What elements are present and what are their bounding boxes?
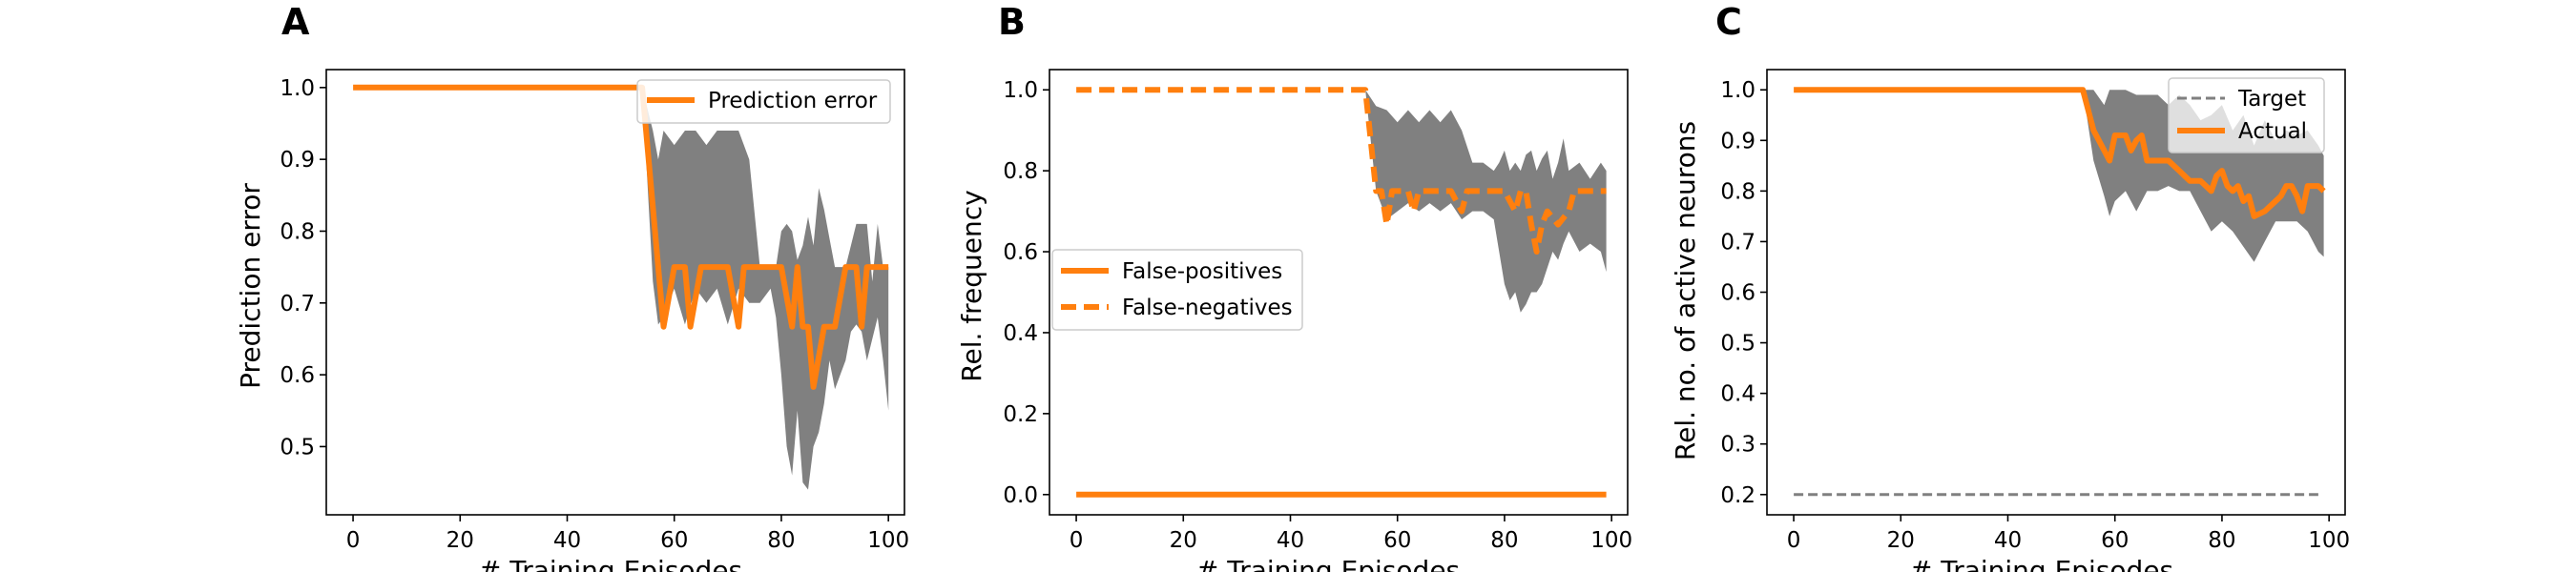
panel-b-x-tick-label: 100 — [1590, 528, 1632, 553]
panel-a-y-tick-label: 0.7 — [280, 292, 315, 317]
panel-b-y-tick-label: 0.8 — [1003, 159, 1038, 184]
panel-c-x-tick-label: 20 — [1887, 528, 1915, 553]
panel-c-legend: Target Actual — [2168, 77, 2325, 153]
panel-b-variability-band — [1076, 90, 1607, 313]
panel-b-y-tick-label: 0.6 — [1003, 240, 1038, 265]
panel-a-x-tick-label: 80 — [767, 528, 795, 553]
panel-b-legend-frame — [1051, 249, 1303, 331]
panel-b-x-axis-label: # Training Episodes — [1196, 555, 1460, 572]
panel-c-x-tick-label: 40 — [1994, 528, 2022, 553]
panel-a-y-tick-label: 0.9 — [280, 148, 315, 173]
panel-b-legend-label-false-negatives: False-negatives — [1122, 296, 1293, 320]
panel-a-x-tick-label: 0 — [346, 528, 361, 553]
panel-a-y-tick-label: 1.0 — [280, 76, 315, 101]
panel-a-legend-frame — [636, 79, 891, 124]
panel-a-y-tick-label: 0.8 — [280, 219, 315, 244]
panel-a-variability-band — [353, 87, 889, 490]
panel-b-y-tick-label: 0.2 — [1003, 402, 1038, 427]
panel-b-x-tick-label: 20 — [1170, 528, 1197, 553]
panel-c-legend-label-actual: Actual — [2238, 119, 2307, 144]
panel-c-y-tick-label: 0.9 — [1720, 129, 1755, 153]
panel-a-x-tick-label: 100 — [867, 528, 909, 553]
panel-c-y-axis-label: Rel. no. of active neurons — [1670, 121, 1701, 460]
panel-c-y-tick-label: 0.7 — [1720, 230, 1755, 255]
panel-c-x-tick-label: 0 — [1787, 528, 1801, 553]
panel-a-x-tick-label: 40 — [553, 528, 581, 553]
panel-c-y-tick-label: 0.4 — [1720, 382, 1755, 407]
panel-c-y-tick-label: 1.0 — [1720, 78, 1755, 103]
panel-label-a: A — [281, 1, 310, 43]
panel-b-y-tick-label: 1.0 — [1003, 78, 1038, 103]
panel-a-series-prediction-error-line — [353, 84, 889, 390]
panel-c-y-tick-label: 0.3 — [1720, 433, 1755, 458]
panel-c-x-tick-label: 60 — [2101, 528, 2129, 553]
panel-label-c: C — [1715, 1, 1742, 43]
panel-label-b: B — [998, 1, 1026, 43]
panel-c-y-tick-label: 0.2 — [1720, 483, 1755, 508]
panel-a-legend: Prediction error — [636, 79, 891, 124]
panel-b-legend-label-false-positives: False-positives — [1122, 259, 1282, 284]
panel-a-axes-frame — [325, 69, 905, 516]
panel-b-x-tick-label: 40 — [1277, 528, 1304, 553]
panel-b-x-tick-label: 80 — [1490, 528, 1518, 553]
panel-a-x-tick-label: 60 — [660, 528, 688, 553]
panel-c-y-tick-label: 0.8 — [1720, 179, 1755, 204]
panel-c-series-actual-line — [1794, 87, 2326, 219]
panel-a-y-tick-label: 0.5 — [280, 435, 315, 460]
panel-c-x-axis-label: # Training Episodes — [1910, 555, 2173, 572]
panel-c-y-tick-label: 0.6 — [1720, 281, 1755, 306]
panel-b-axes-frame — [1049, 69, 1629, 516]
panel-b-plot-area: 0 20 40 60 80 100 0.0 0.2 0.4 0.6 0.8 1.0 — [1003, 69, 1632, 553]
panel-b-y-tick-label: 0.4 — [1003, 321, 1038, 346]
panel-c-legend-label-target: Target — [2237, 87, 2306, 112]
panel-b-y-tick-label: 0.0 — [1003, 483, 1038, 508]
panel-a: A Prediction error # Training Episodes 0… — [235, 1, 909, 572]
panel-c-x-tick-label: 100 — [2308, 528, 2350, 553]
panel-a-x-tick-label: 20 — [447, 528, 474, 553]
panel-b-x-tick-label: 60 — [1383, 528, 1411, 553]
panel-a-legend-label-prediction-error: Prediction error — [708, 89, 878, 113]
panel-c-y-tick-label: 0.5 — [1720, 332, 1755, 357]
panel-a-y-tick-label: 0.6 — [280, 363, 315, 388]
panel-b-legend: False-positives False-negatives — [1051, 249, 1303, 331]
panel-a-y-axis-label: Prediction error — [235, 183, 266, 389]
panel-a-plot-area: 0 20 40 60 80 100 0.5 0.6 0.7 0.8 0.9 1.0 — [280, 69, 909, 553]
panel-b-y-axis-label: Rel. frequency — [956, 190, 987, 381]
panel-a-x-axis-label: # Training Episodes — [479, 555, 742, 572]
panel-c: C Rel. no. of active neurons # Training … — [1670, 1, 2350, 572]
panel-b-x-tick-label: 0 — [1070, 528, 1084, 553]
panel-c-x-tick-label: 80 — [2208, 528, 2235, 553]
panel-b: B Rel. frequency # Training Episodes 0 20… — [956, 1, 1632, 572]
panel-b-series-false-negatives-line — [1076, 87, 1607, 255]
